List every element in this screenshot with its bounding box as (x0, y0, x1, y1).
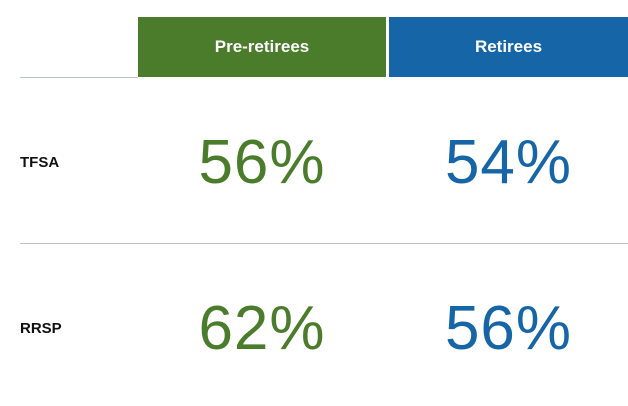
divider (20, 243, 628, 244)
value-cell: 54% (444, 127, 573, 197)
value-cell: 56% (198, 127, 326, 197)
column-header: Retirees (389, 17, 628, 77)
value-cell: 56% (444, 293, 573, 363)
divider (20, 77, 138, 78)
column-header: Pre-retirees (138, 17, 386, 77)
value-cell: 62% (198, 293, 326, 363)
row-label: RRSP (20, 319, 62, 337)
row-label: TFSA (20, 153, 60, 171)
